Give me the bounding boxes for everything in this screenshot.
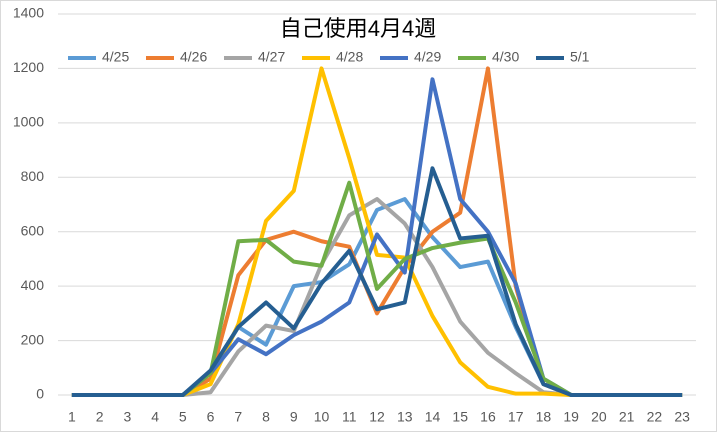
legend-label: 5/1 xyxy=(570,49,590,65)
y-tick-label: 1200 xyxy=(13,59,44,75)
y-tick-label: 400 xyxy=(21,277,45,293)
x-tick-label: 22 xyxy=(647,409,663,425)
y-tick-label: 600 xyxy=(21,222,45,238)
legend-label: 4/27 xyxy=(258,49,285,65)
legend-label: 4/29 xyxy=(414,49,441,65)
x-tick-label: 11 xyxy=(342,409,357,425)
x-tick-label: 13 xyxy=(397,409,413,425)
x-tick-label: 9 xyxy=(290,409,298,425)
legend-label: 4/25 xyxy=(102,49,129,65)
x-tick-label: 14 xyxy=(425,409,441,425)
legend-label: 4/28 xyxy=(336,49,363,65)
x-tick-label: 2 xyxy=(96,409,104,425)
x-tick-label: 8 xyxy=(262,409,270,425)
x-tick-label: 15 xyxy=(452,409,468,425)
x-tick-label: 1 xyxy=(68,409,76,425)
series-line xyxy=(71,166,683,397)
y-tick-label: 0 xyxy=(36,386,44,402)
x-tick-label: 4 xyxy=(151,409,159,425)
x-tick-label: 7 xyxy=(234,409,242,425)
x-tick-label: 21 xyxy=(619,409,635,425)
y-tick-label: 200 xyxy=(21,331,45,347)
chart-title: 自己使用4月4週 xyxy=(280,16,436,41)
x-tick-label: 16 xyxy=(480,409,496,425)
x-tick-label: 18 xyxy=(536,409,552,425)
y-tick-label: 1000 xyxy=(13,114,44,130)
y-tick-label: 800 xyxy=(21,168,45,184)
y-tick-label: 1400 xyxy=(13,5,44,21)
legend-label: 4/30 xyxy=(492,49,519,65)
x-tick-label: 23 xyxy=(674,409,690,425)
x-tick-label: 5 xyxy=(179,409,187,425)
x-tick-label: 17 xyxy=(508,409,524,425)
x-tick-label: 6 xyxy=(207,409,215,425)
x-tick-label: 19 xyxy=(563,409,579,425)
x-tick-label: 10 xyxy=(314,409,330,425)
x-tick-label: 3 xyxy=(123,409,131,425)
legend-label: 4/26 xyxy=(180,49,207,65)
x-tick-label: 12 xyxy=(369,409,385,425)
x-tick-label: 20 xyxy=(591,409,607,425)
